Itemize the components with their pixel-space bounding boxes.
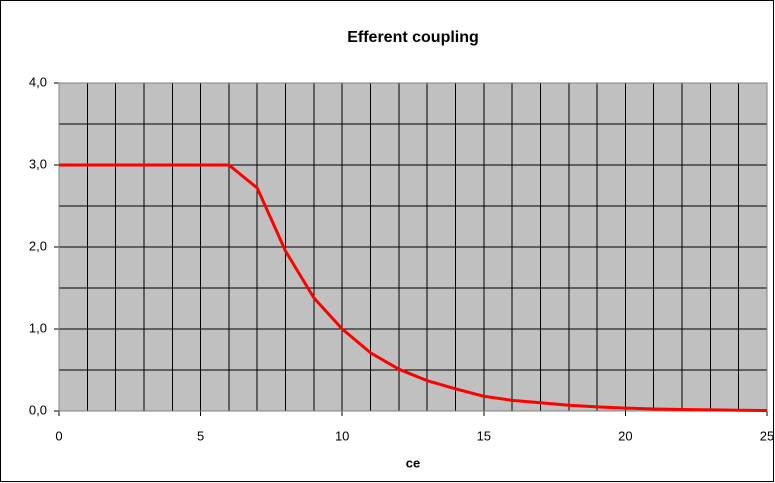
chart-title: Efferent coupling xyxy=(347,29,479,46)
x-tick-label: 10 xyxy=(335,428,349,443)
x-tick-label: 25 xyxy=(760,428,774,443)
x-tick-label: 5 xyxy=(197,428,204,443)
data-line xyxy=(59,163,768,413)
plot-border xyxy=(58,82,768,412)
y-tick-label: 3,0 xyxy=(29,156,47,171)
y-tick-label: 2,0 xyxy=(29,238,47,253)
y-tick-label: 4,0 xyxy=(29,74,47,89)
y-tick-label: 0,0 xyxy=(29,402,47,417)
x-tick-label: 15 xyxy=(477,428,491,443)
x-tick-label: 0 xyxy=(55,428,62,443)
y-tick-label: 1,0 xyxy=(29,320,47,335)
x-axis-title: ce xyxy=(406,455,420,470)
x-tick-label: 20 xyxy=(618,428,632,443)
